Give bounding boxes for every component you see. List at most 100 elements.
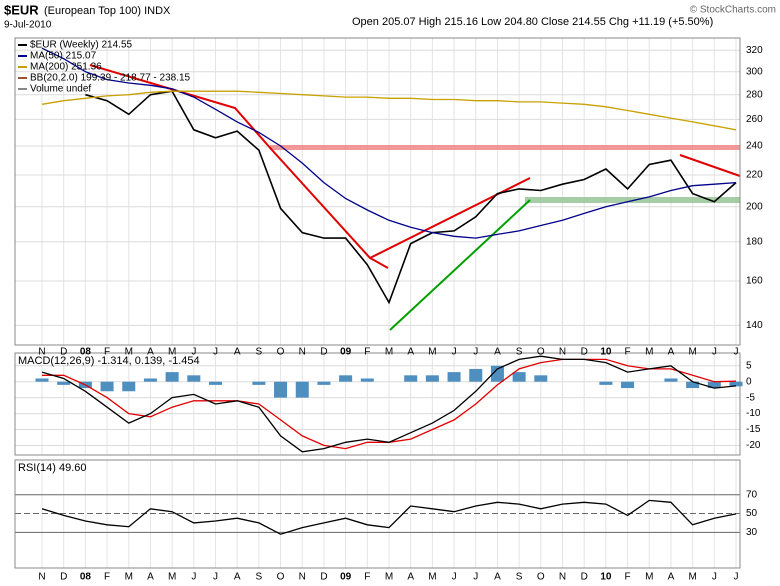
y-tick-label: 300 [746,66,763,77]
panel-frame [14,37,741,346]
x-tick-label: A [494,347,501,358]
x-tick-label: N [299,347,306,358]
series-line [41,499,737,535]
x-tick-label: F [104,347,110,358]
y-tick-label: 320 [746,45,763,56]
quote: Open 205.07 High 215.16 Low 204.80 Close… [352,16,713,28]
y-tick-label: -10 [746,408,761,419]
y-tick-label: -5 [746,392,755,403]
x-tick-label: A [407,347,414,358]
legend-label: MA(200) 251.36 [30,62,102,73]
trend-line [389,199,531,331]
x-tick-label: M [428,347,436,358]
histogram-bar [404,375,418,382]
x-tick-label: A [407,572,414,583]
x-tick-label: A [234,347,241,358]
x-tick-label: A [147,572,154,583]
trend-line [369,177,531,259]
y-tick-label: 50 [746,508,758,519]
y-tick-label: -20 [746,440,761,451]
histogram-bar [317,381,331,385]
y-tick-label: 5 [746,360,752,371]
trend-line [679,154,741,177]
x-tick-label: J [734,347,739,358]
x-tick-label: M [168,572,176,583]
histogram-bar [295,381,309,398]
legend-label: Volume undef [30,84,91,95]
chart-title: $EUR [4,2,39,17]
x-tick-label: O [277,347,285,358]
x-tick-label: 08 [80,347,92,358]
x-tick-label: S [256,572,263,583]
x-tick-label: M [385,347,393,358]
histogram-bar [621,381,635,389]
y-tick-label: 140 [746,320,763,331]
x-tick-label: D [581,347,588,358]
x-tick-label: D [320,347,327,358]
panel-frame [14,459,741,569]
histogram-bar [707,381,721,389]
x-tick-label: J [473,347,478,358]
y-tick-label: 70 [746,489,758,500]
x-tick-label: F [625,572,631,583]
x-tick-label: S [516,347,523,358]
x-tick-label: A [147,347,154,358]
histogram-bar [512,372,526,382]
x-tick-label: 09 [340,572,352,583]
x-tick-label: M [645,347,653,358]
macd-title: MACD(12,26,9) -1.314, 0.139, -1.454 [18,355,200,367]
x-tick-label: J [213,347,218,358]
x-tick-label: S [516,572,523,583]
x-tick-label: A [494,572,501,583]
x-tick-label: J [734,572,739,583]
x-tick-label: O [277,572,285,583]
chart-subtitle: (European Top 100) INDX [44,5,171,17]
x-tick-label: N [38,347,45,358]
x-tick-label: J [452,347,457,358]
histogram-bar [35,378,49,382]
y-tick-label: 30 [746,527,758,538]
x-tick-label: 10 [600,572,612,583]
x-tick-label: M [428,572,436,583]
x-tick-label: 08 [80,572,92,583]
x-tick-label: M [385,572,393,583]
histogram-bar [339,375,353,382]
panel-frame [14,352,741,456]
x-tick-label: F [625,347,631,358]
x-tick-label: S [256,347,263,358]
histogram-bar [100,381,114,392]
x-tick-label: A [234,572,241,583]
x-tick-label: D [581,572,588,583]
x-tick-label: O [537,572,545,583]
series-line [41,47,737,239]
y-tick-label: 220 [746,170,763,181]
series-line [85,90,737,305]
x-tick-label: N [559,572,566,583]
x-tick-label: J [712,347,717,358]
series-line [41,355,737,453]
series-line [41,90,737,131]
x-tick-label: J [191,347,196,358]
trend-line [89,64,389,269]
legend-label: BB(20,2.0) 199.39 - 218.77 - 238.15 [30,73,191,84]
histogram-bar [252,381,266,385]
x-tick-label: 09 [340,347,352,358]
x-tick-label: N [38,572,45,583]
y-tick-label: 0 [746,376,752,387]
resistance-zone [270,145,740,150]
histogram-bar [274,381,288,398]
histogram-bar [447,372,461,382]
x-tick-label: F [104,572,110,583]
rsi-title: RSI(14) 49.60 [18,462,86,474]
histogram-bar [143,378,157,382]
histogram-bar [57,381,71,385]
histogram-bar [664,378,678,382]
x-tick-label: A [668,347,675,358]
x-tick-label: J [473,572,478,583]
x-tick-label: 10 [600,347,612,358]
legend-label: MA(50) 215.07 [30,51,97,62]
histogram-bar [122,381,136,392]
